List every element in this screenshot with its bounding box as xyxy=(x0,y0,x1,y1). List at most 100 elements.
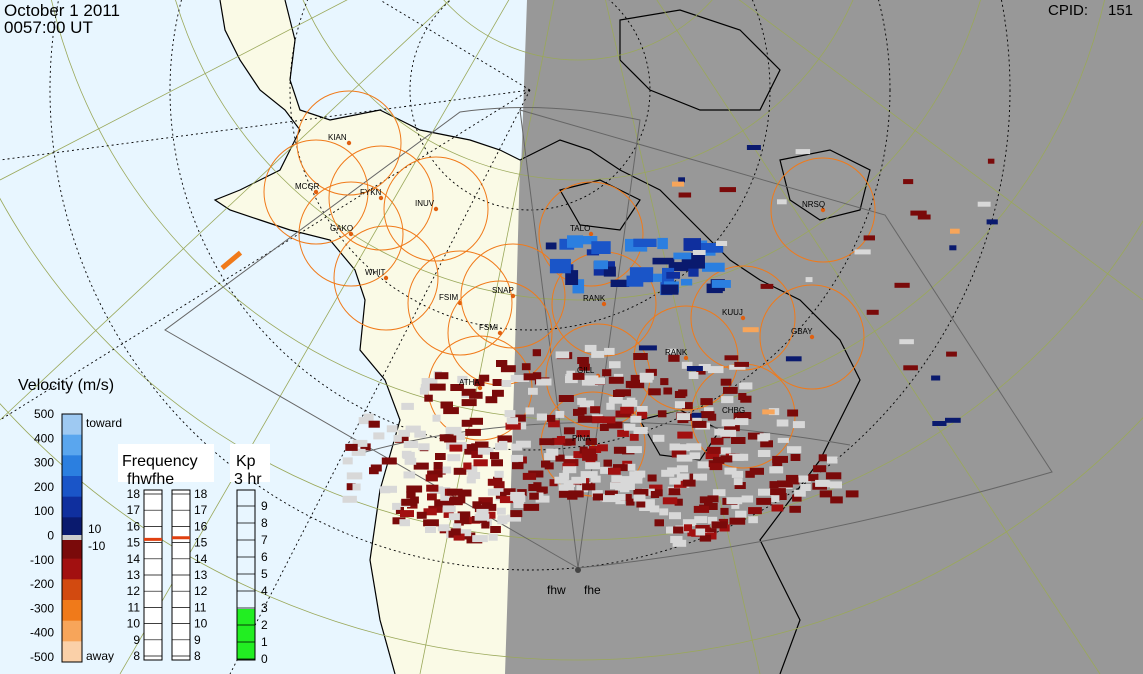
scatter-cell xyxy=(854,249,871,255)
scatter-cell xyxy=(510,510,523,518)
scatter-cell xyxy=(949,245,957,251)
scatter-cell xyxy=(798,475,811,483)
kp-level-fill xyxy=(237,609,255,660)
scatter-cell xyxy=(445,426,462,434)
scatter-cell xyxy=(559,472,570,480)
scatter-cell xyxy=(674,391,686,398)
scatter-cell xyxy=(523,373,536,381)
scatter-cell xyxy=(748,516,758,524)
velocity-color-swatch xyxy=(62,538,82,560)
scatter-cell xyxy=(636,406,648,413)
scatter-cell xyxy=(733,478,743,486)
velocity-tick-label: -200 xyxy=(30,577,54,591)
scatter-cell xyxy=(663,387,673,395)
scatter-cell xyxy=(715,241,728,246)
scatter-cell xyxy=(661,284,679,295)
scatter-cell xyxy=(452,523,462,531)
scatter-cell xyxy=(351,448,366,456)
scatter-cell xyxy=(946,351,957,357)
scatter-cell xyxy=(603,459,612,467)
scatter-cell xyxy=(585,438,597,446)
scatter-cell xyxy=(581,378,593,386)
scatter-cell xyxy=(492,389,504,397)
scatter-cell xyxy=(692,415,702,423)
scatter-cell xyxy=(554,476,568,484)
velocity-color-swatch xyxy=(62,579,82,601)
scatter-cell xyxy=(610,279,630,287)
scatter-cell xyxy=(602,369,612,377)
scatter-cell xyxy=(711,521,728,529)
scatter-cell xyxy=(633,238,657,247)
scatter-cell xyxy=(565,376,578,384)
scatter-cell xyxy=(757,434,769,442)
scatter-cell xyxy=(977,201,991,207)
scatter-cell xyxy=(434,372,449,380)
scatter-cell xyxy=(467,472,481,479)
scatter-cell xyxy=(525,407,534,415)
scatter-cell xyxy=(719,187,736,193)
scatter-cell xyxy=(577,397,587,405)
scatter-cell xyxy=(657,237,668,250)
scatter-cell xyxy=(532,349,541,357)
scatter-cell xyxy=(567,235,584,248)
scatter-cell xyxy=(734,361,749,367)
fhw-tick-label: 8 xyxy=(133,649,140,663)
scatter-cell xyxy=(620,406,634,414)
scatter-cell xyxy=(615,410,632,418)
station-circle xyxy=(770,157,876,263)
station-label: MCGR xyxy=(295,182,320,191)
scatter-cell xyxy=(500,365,516,373)
scatter-cell xyxy=(368,420,380,428)
scatter-cell xyxy=(559,238,575,250)
scatter-cell xyxy=(450,384,464,391)
scatter-cell xyxy=(513,501,525,508)
scatter-cell xyxy=(676,413,690,421)
scatter-cell xyxy=(590,406,601,414)
scatter-cell xyxy=(572,372,585,380)
scatter-cell xyxy=(457,375,468,383)
scatter-cell xyxy=(504,410,516,418)
scatter-cell xyxy=(461,399,477,407)
scatter-cell xyxy=(721,396,734,404)
scatter-cell xyxy=(624,463,636,471)
scatter-cell xyxy=(724,467,737,475)
scatter-cell xyxy=(674,444,690,452)
scatter-cell xyxy=(505,422,521,430)
velocity-tick-label: -500 xyxy=(30,650,54,664)
frequency-title-bg xyxy=(118,444,214,482)
station-label: TALO xyxy=(570,224,590,233)
scatter-cell xyxy=(563,427,575,435)
scatter-cell xyxy=(866,309,879,315)
scatter-cell xyxy=(721,419,736,427)
scatter-cell xyxy=(443,407,459,415)
scatter-cell xyxy=(667,348,676,354)
scatter-cell xyxy=(352,483,361,491)
scatter-cell xyxy=(403,441,419,448)
fhw-tick-label: 17 xyxy=(127,503,141,517)
scatter-cell xyxy=(777,199,787,205)
station-label: GILL xyxy=(577,366,595,375)
scatter-cell xyxy=(714,428,725,436)
scatter-cell xyxy=(465,428,481,436)
scatter-cell xyxy=(458,529,472,537)
scatter-cell xyxy=(434,499,444,507)
velocity-tick-label: 300 xyxy=(34,456,54,470)
scatter-cell xyxy=(613,446,627,454)
scatter-cell xyxy=(676,473,689,481)
velocity-color-swatch xyxy=(62,476,82,498)
scatter-cell xyxy=(497,507,506,515)
scatter-cell xyxy=(950,228,960,234)
scatter-cell xyxy=(541,460,551,468)
scatter-cell xyxy=(449,444,463,452)
scatter-cell xyxy=(528,387,538,395)
scatter-cell xyxy=(510,454,524,462)
scatter-cell xyxy=(555,410,565,418)
scatter-cell xyxy=(652,257,675,265)
scatter-cell xyxy=(582,453,598,461)
scatter-cell xyxy=(819,490,832,498)
scatter-cell xyxy=(657,410,667,418)
scatter-cell xyxy=(496,360,508,367)
scatter-cell xyxy=(469,391,483,399)
scatter-cell xyxy=(693,473,708,481)
scatter-cell xyxy=(629,381,645,389)
